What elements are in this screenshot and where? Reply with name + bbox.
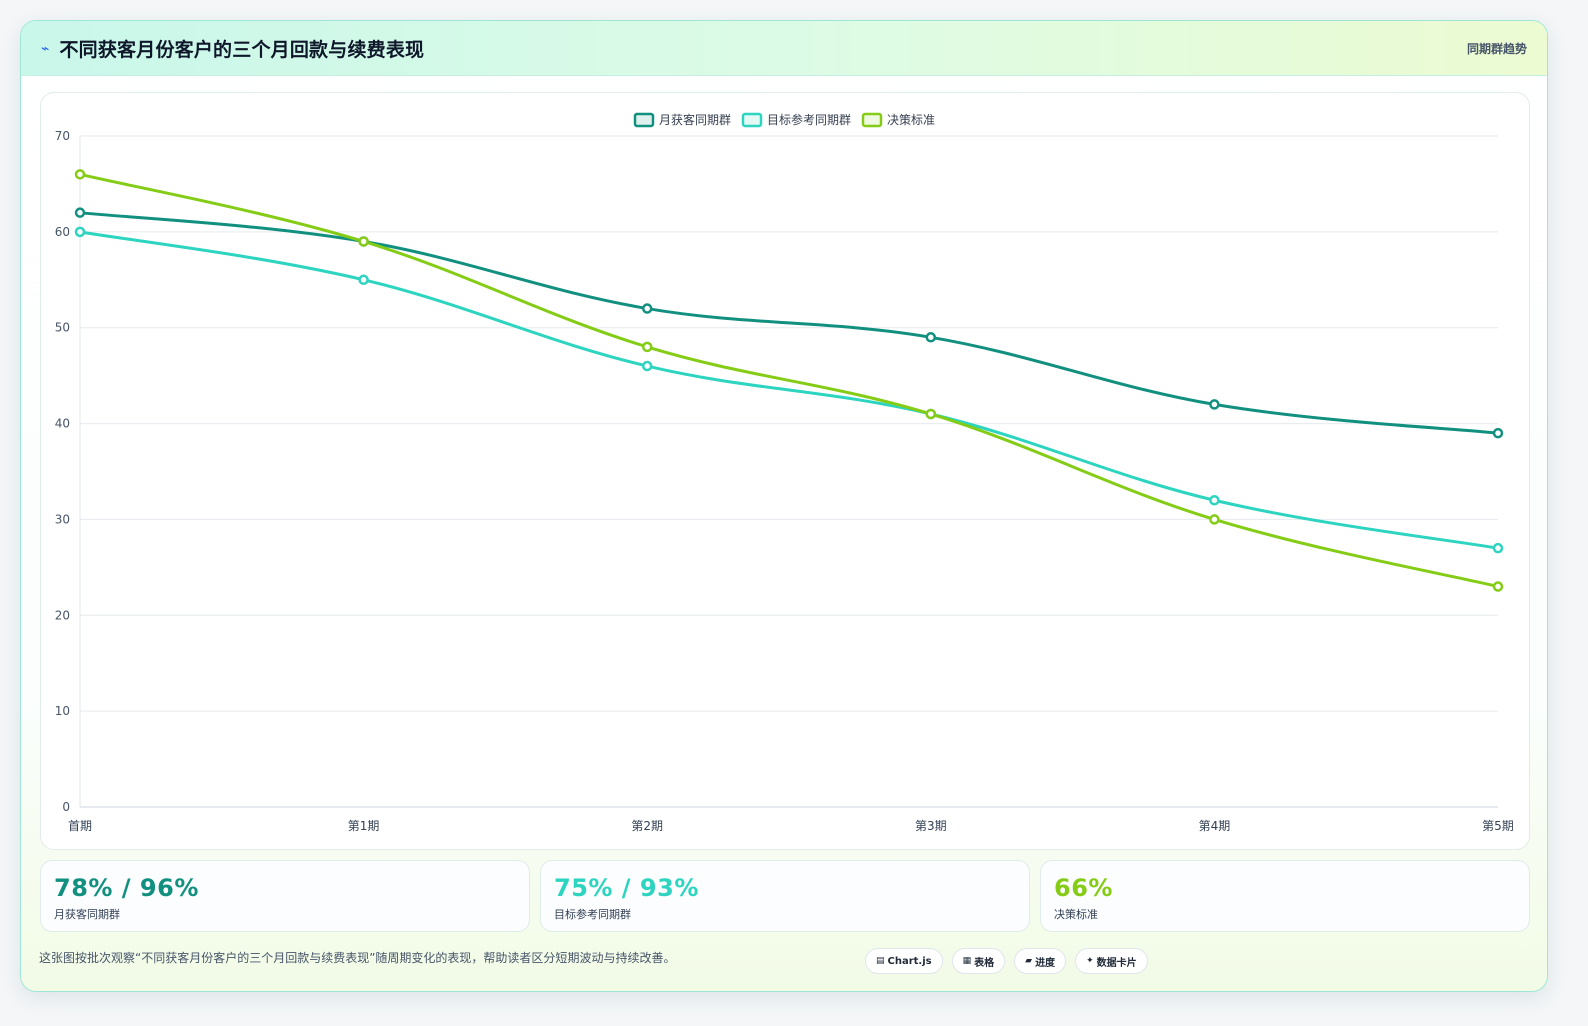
legend-label: 决策标准 xyxy=(887,113,935,127)
kpi-card-target: 75% / 93% 目标参考同期群 xyxy=(540,860,1030,932)
lightning-icon: ⌁ xyxy=(41,40,50,57)
chip-table[interactable]: ▦ 表格 xyxy=(951,948,1006,974)
series-line-0 xyxy=(78,211,1500,435)
data-point xyxy=(1209,495,1220,506)
page-title: 不同获客月份客户的三个月回款与续费表现 xyxy=(59,39,425,61)
kpi-label: 目标参考同期群 xyxy=(554,908,631,921)
data-point xyxy=(1492,427,1504,439)
data-point xyxy=(74,226,86,238)
y-tick-label: 30 xyxy=(55,512,70,526)
x-tick-label: 首期 xyxy=(68,819,92,833)
legend-swatch xyxy=(741,112,763,128)
kpi-card-monthly: 78% / 96% 月获客同期群 xyxy=(40,860,530,932)
data-point xyxy=(1492,581,1504,592)
series-line-1 xyxy=(78,230,1500,550)
data-point xyxy=(358,236,369,247)
report-card: ⌁ 不同获客月份客户的三个月回款与续费表现 同期群趋势 0 10 20 30 40 50 6… xyxy=(20,20,1548,992)
kpi-label: 月获客同期群 xyxy=(54,908,120,921)
chip-chartjs[interactable]: ▤ Chart.js xyxy=(865,948,943,974)
y-tick-label: 40 xyxy=(55,417,70,431)
header-tag: 同期群趋势 xyxy=(1466,42,1527,56)
data-point xyxy=(358,274,369,286)
x-tick-label: 第3期 xyxy=(915,819,947,833)
x-tick-label: 第4期 xyxy=(1199,819,1231,833)
chip-label: Chart.js xyxy=(887,955,932,967)
series-line-2 xyxy=(78,172,1500,589)
chip-row: ▤ Chart.js ▦ 表格 ▰ 进度 ✦ 数据卡片 xyxy=(865,948,1157,974)
x-tick-label: 第5期 xyxy=(1482,819,1514,833)
data-point xyxy=(1492,542,1504,554)
chip-progress[interactable]: ▰ 进度 xyxy=(1014,948,1067,974)
x-tick-label: 第2期 xyxy=(631,819,663,833)
x-tick-label: 第1期 xyxy=(348,819,380,833)
kpi-label: 决策标准 xyxy=(1054,908,1098,921)
footer-note: 这张图按批次观察“不同获客月份客户的三个月回款与续费表现”随周期变化的表现，帮助… xyxy=(39,951,676,965)
data-point xyxy=(641,303,653,314)
y-tick-label: 70 xyxy=(55,129,70,143)
card-header: ⌁ 不同获客月份客户的三个月回款与续费表现 同期群趋势 xyxy=(21,21,1547,76)
data-point xyxy=(1209,514,1220,525)
data-point xyxy=(74,169,86,180)
kpi-value: 75% / 93% xyxy=(554,874,699,902)
legend-label: 月获客同期群 xyxy=(659,112,731,127)
sparkle-icon: ✦ xyxy=(1086,956,1094,966)
data-point xyxy=(1209,399,1220,410)
y-tick-label: 10 xyxy=(55,704,70,718)
kpi-value: 78% / 96% xyxy=(54,874,199,902)
progress-icon: ▰ xyxy=(1025,956,1033,966)
table-icon: ▦ xyxy=(962,956,972,966)
y-tick-label: 60 xyxy=(55,225,70,239)
y-tick-label: 0 xyxy=(62,800,70,814)
data-point xyxy=(641,360,653,372)
chip-data-cards[interactable]: ✦ 数据卡片 xyxy=(1075,948,1148,974)
line-chart: 0 10 20 30 40 50 60 70 首期 第1期 第2期 第3期 第4期 第5期 月获客同期群 目标… xyxy=(55,112,1514,833)
chip-label: 数据卡片 xyxy=(1096,957,1137,969)
kpi-row: 78% / 96% 月获客同期群 75% / 93% 目标参考同期群 66% 决… xyxy=(40,860,1530,932)
data-point xyxy=(74,207,86,218)
data-point xyxy=(925,332,937,343)
data-point xyxy=(925,408,937,420)
legend-swatch xyxy=(861,112,883,128)
data-point xyxy=(641,341,653,353)
kpi-card-standard: 66% 决策标准 xyxy=(1040,860,1530,932)
y-tick-label: 50 xyxy=(55,321,70,335)
chart-panel: 0 10 20 30 40 50 60 70 首期 第1期 第2期 第3期 第4期 第5期 月获客同期群 目标… xyxy=(40,92,1530,850)
legend-label: 目标参考同期群 xyxy=(767,112,851,127)
kpi-value: 66% xyxy=(1054,874,1113,902)
title-wrap: ⌁ 不同获客月份客户的三个月回款与续费表现 xyxy=(41,35,424,62)
chip-label: 进度 xyxy=(1035,957,1056,969)
legend-swatch xyxy=(633,112,655,128)
chip-label: 表格 xyxy=(974,957,995,969)
chart-icon: ▤ xyxy=(876,956,885,966)
y-tick-label: 20 xyxy=(55,608,70,622)
